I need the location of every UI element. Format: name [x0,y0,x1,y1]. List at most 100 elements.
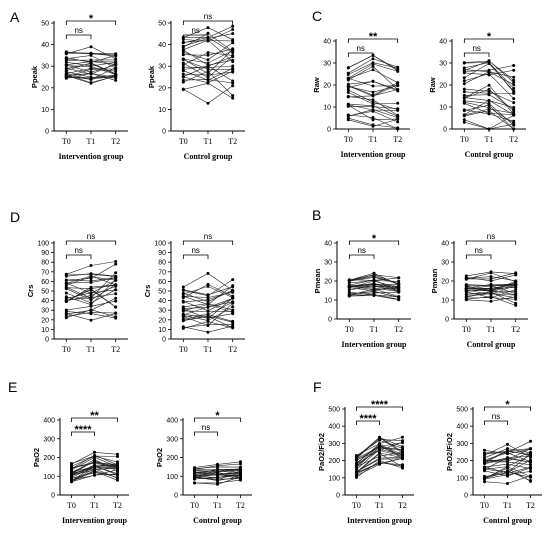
data-point [346,90,350,94]
data-point [483,452,486,456]
data-point [347,283,351,287]
data-point [397,286,401,290]
y-axis-label: Pmean [430,268,439,293]
data-point [206,78,210,82]
data-point [462,71,466,75]
data-point [93,455,96,459]
y-tick-label: 30 [41,64,49,71]
data-point [231,296,235,300]
data-point [378,445,381,449]
significance-bracket [348,240,400,245]
significance-bracket [463,38,515,43]
data-point [347,278,351,282]
data-point [93,458,96,461]
y-axis-label: Raw [428,77,437,93]
y-axis-label: PaO2 [32,448,41,467]
data-point [355,470,358,474]
patient-line [183,82,233,99]
y-tick-label: 40 [439,39,447,46]
data-point [206,51,210,55]
data-point [216,479,219,483]
x-tick-label: T1 [87,137,96,146]
data-point [397,282,401,286]
data-point [93,467,96,471]
data-point [181,61,185,65]
data-point [483,480,486,484]
significance-bracket [465,240,517,245]
data-point [89,70,93,74]
data-point [512,83,516,87]
data-point [346,85,350,88]
data-point [371,94,375,98]
data-point [371,79,375,83]
data-point [114,296,118,300]
data-point [371,68,375,72]
data-point [483,467,486,471]
data-point [346,76,350,80]
significance-bracket [463,52,490,57]
y-tick-label: 30 [323,61,331,68]
data-point [462,82,466,86]
y-tick-label: 20 [41,85,49,92]
x-tick-label: T1 [204,345,213,354]
y-axis-label: Crs [26,285,35,298]
y-tick-label: 10 [158,327,166,334]
data-point [231,70,235,74]
x-tick-label: T1 [375,501,384,510]
data-point [371,84,375,88]
data-point [93,453,96,457]
data-point [64,314,68,318]
y-tick-label: 40 [323,39,331,46]
data-point [70,476,73,480]
y-tick-label: 30 [324,260,332,267]
data-point [512,101,516,105]
data-point [64,63,68,67]
data-point [397,279,401,283]
x-tick-label: T0 [352,501,361,510]
data-point [89,296,93,300]
significance-label: * [215,410,220,422]
data-point [396,117,400,121]
data-point [512,68,516,72]
data-point [64,285,68,289]
data-point [64,278,68,282]
data-point [89,285,93,289]
data-point [462,79,466,83]
x-tick-label: T0 [480,501,489,510]
data-point [114,305,118,309]
data-point [206,69,210,73]
data-point [206,310,210,313]
y-tick-label: 300 [456,441,468,448]
data-point [512,127,516,131]
data-point [206,271,210,275]
significance-bracket [65,20,117,25]
data-point [114,283,118,287]
x-tick-label: T1 [204,137,213,146]
y-tick-label: 30 [41,308,49,315]
group-label: Intervention group [59,152,125,161]
data-point [487,87,491,91]
data-point [512,75,516,79]
data-point [487,109,491,113]
data-point [231,305,235,309]
data-point [355,459,358,462]
data-point [231,289,235,292]
data-point [193,481,196,485]
y-tick-label: 90 [41,250,49,257]
data-point [514,280,518,284]
data-point [64,74,68,78]
x-tick-label: T2 [398,501,407,510]
y-tick-label: 0 [51,493,55,500]
data-point [206,81,210,85]
y-tick-label: 60 [41,279,49,286]
data-point [231,326,235,330]
data-point [355,472,358,476]
significance-label: ** [369,31,378,43]
significance-bracket [194,431,218,436]
data-point [355,475,358,479]
data-point [462,99,466,103]
data-point [70,480,73,484]
